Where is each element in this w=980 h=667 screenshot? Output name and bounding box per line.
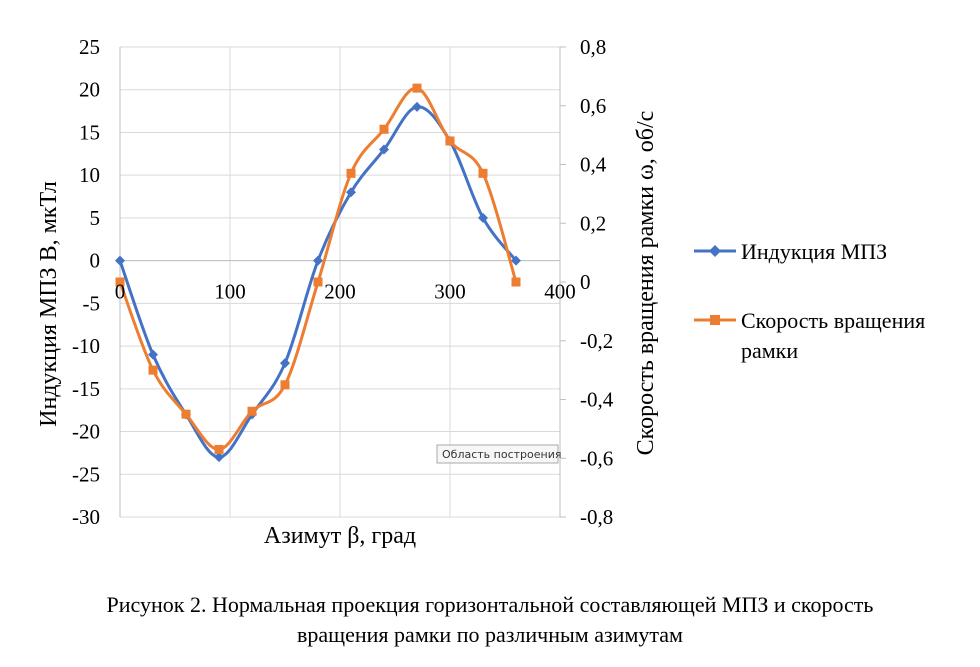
legend-label-rotation-line2: рамки — [741, 338, 798, 363]
y-tick-label: -30 — [72, 505, 100, 529]
data-point-square — [181, 409, 191, 419]
y-tick-label: -15 — [72, 377, 100, 401]
y-tick-label: -10 — [72, 334, 100, 358]
data-point-square — [313, 277, 323, 287]
y-tick-label: 20 — [79, 78, 100, 102]
legend: Индукция МПЗ Скорость вращения рамки — [694, 239, 925, 363]
tick-labels: 25 20 15 10 5 0 -5 -10 -15 -20 -25 -30 0 100 200 300 400… — [72, 35, 614, 529]
legend-label-rotation-line1: Скорость вращения — [741, 308, 925, 333]
y-tick-label: 5 — [90, 206, 101, 230]
data-point-square — [214, 444, 224, 454]
y-tick-label: -20 — [72, 420, 100, 444]
chart-background — [0, 0, 980, 580]
x-tick-label: 200 — [324, 280, 356, 304]
legend-label-induction: Индукция МПЗ — [741, 239, 887, 264]
data-point-square — [280, 380, 290, 390]
data-point-diamond — [412, 101, 422, 112]
legend-marker-square-icon — [710, 315, 720, 325]
x-tick-label: 300 — [434, 280, 466, 304]
data-point-square — [379, 124, 389, 134]
x-tick-label: 0 — [115, 280, 126, 304]
y2-tick-label: 0,8 — [580, 35, 606, 59]
tooltip-box — [436, 444, 559, 464]
y-tick-label: 10 — [79, 163, 100, 187]
data-point-square — [247, 406, 257, 416]
data-point-diamond — [280, 358, 290, 369]
plot-area-tooltip: Область построения — [436, 444, 561, 464]
tooltip-text: Область построения — [442, 448, 561, 461]
data-point-square — [148, 365, 158, 375]
data-point-diamond — [511, 255, 521, 266]
data-point-diamond — [313, 255, 323, 266]
data-point-diamond — [214, 452, 224, 463]
y2-tick-label: 0 — [580, 270, 591, 294]
data-point-square — [511, 277, 521, 287]
y-tick-label: -5 — [83, 291, 101, 315]
legend-marker-diamond-icon — [709, 245, 721, 257]
data-point-square — [346, 168, 356, 178]
y2-tick-label: 0,2 — [580, 211, 606, 235]
chart: 25 20 15 10 5 0 -5 -10 -15 -20 -25 -30 0 100 200 300 400… — [0, 0, 980, 580]
y2-tick-label: -0,6 — [580, 446, 613, 470]
data-point-square — [412, 83, 422, 93]
y2-tick-label: -0,4 — [580, 388, 614, 412]
data-point-diamond — [346, 187, 356, 198]
figure-caption-line2: вращения рамки по различным азимутам — [297, 622, 683, 647]
data-point-square — [445, 136, 455, 146]
y-tick-label: 25 — [79, 35, 100, 59]
data-point-square — [115, 277, 125, 287]
data-point-diamond — [478, 212, 488, 223]
x-axis-title: Азимут β, град — [264, 523, 416, 549]
y2-axis-title: Скорость вращения рамки ω, об/с — [633, 111, 659, 456]
data-point-diamond — [148, 349, 158, 360]
y2-tick-label: -0,8 — [580, 505, 613, 529]
y-axis-title: Индукция МПЗ B, мкТл — [36, 181, 62, 427]
y2-tick-label: 0,6 — [580, 94, 606, 118]
data-point-diamond — [115, 255, 125, 266]
figure-caption-line1: Рисунок 2. Нормальная проекция горизонта… — [106, 592, 874, 617]
x-tick-label: 100 — [214, 280, 246, 304]
data-point-diamond — [379, 144, 389, 155]
y2-tick-label: 0,4 — [580, 153, 607, 177]
series-layer — [115, 83, 521, 463]
data-point-square — [478, 168, 488, 178]
y-tick-label: 15 — [79, 120, 100, 144]
y-tick-label: 0 — [90, 249, 101, 273]
y2-tick-label: -0,2 — [580, 329, 613, 353]
y-tick-label: -25 — [72, 462, 100, 486]
x-tick-label: 400 — [544, 280, 576, 304]
